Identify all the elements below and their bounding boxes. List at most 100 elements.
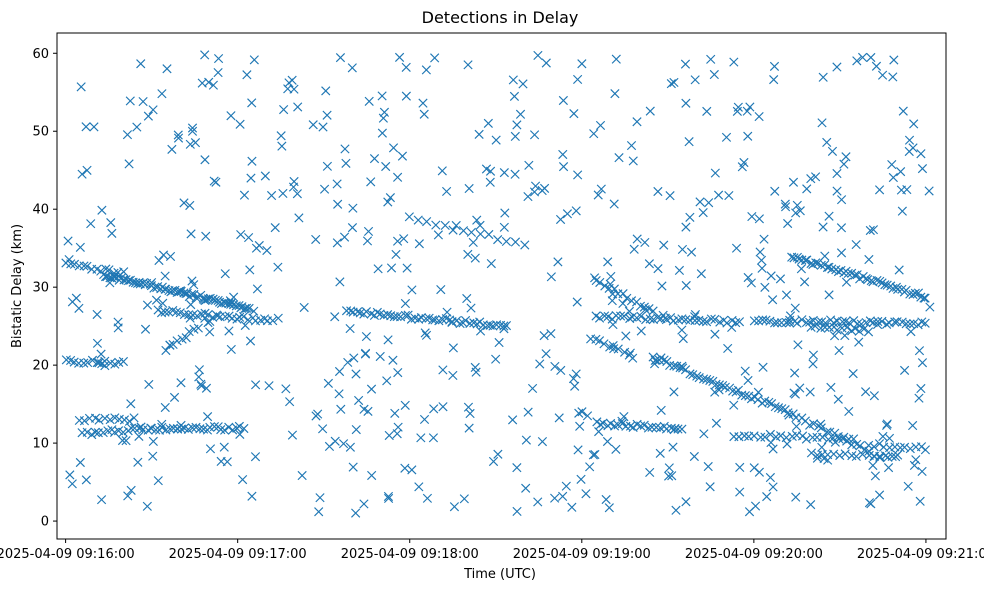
data-point bbox=[160, 402, 170, 413]
data-point bbox=[491, 354, 501, 364]
data-point bbox=[651, 355, 661, 365]
data-point bbox=[788, 409, 798, 419]
data-point bbox=[161, 345, 171, 356]
data-point bbox=[625, 313, 635, 324]
data-point bbox=[113, 323, 123, 333]
data-point bbox=[245, 265, 255, 275]
data-point bbox=[168, 423, 179, 433]
data-point bbox=[79, 358, 89, 368]
data-point bbox=[67, 297, 78, 307]
data-point bbox=[386, 263, 397, 273]
data-point bbox=[129, 413, 139, 423]
data-point bbox=[651, 422, 661, 432]
data-point bbox=[413, 215, 423, 225]
data-point bbox=[835, 450, 845, 461]
data-point bbox=[430, 53, 440, 63]
data-point bbox=[142, 278, 152, 289]
data-point bbox=[594, 313, 605, 323]
data-point bbox=[662, 356, 672, 367]
data-point bbox=[494, 337, 504, 348]
data-point bbox=[76, 82, 86, 92]
data-point bbox=[773, 403, 784, 413]
data-point bbox=[851, 239, 861, 250]
data-point bbox=[653, 186, 663, 197]
data-point bbox=[239, 190, 250, 200]
data-point bbox=[92, 338, 103, 348]
data-point bbox=[893, 284, 903, 294]
data-point bbox=[901, 319, 911, 329]
data-point bbox=[868, 460, 878, 471]
data-point bbox=[468, 237, 478, 248]
data-point bbox=[640, 304, 650, 315]
data-point bbox=[606, 271, 616, 282]
data-point bbox=[860, 387, 871, 397]
data-point bbox=[279, 104, 289, 115]
data-point bbox=[806, 500, 816, 510]
data-point bbox=[501, 236, 511, 247]
y-tick-label: 10 bbox=[32, 437, 49, 452]
data-point bbox=[908, 143, 918, 153]
data-point bbox=[509, 91, 520, 101]
data-point bbox=[850, 323, 860, 334]
data-point bbox=[205, 444, 216, 454]
data-point bbox=[394, 52, 405, 62]
data-point bbox=[882, 280, 892, 290]
data-point bbox=[383, 491, 394, 502]
data-point bbox=[570, 381, 580, 391]
data-point bbox=[347, 223, 358, 233]
data-point bbox=[920, 445, 931, 455]
data-point bbox=[873, 316, 883, 327]
data-point bbox=[546, 329, 556, 339]
data-point bbox=[647, 422, 657, 432]
data-point bbox=[903, 481, 913, 491]
data-point bbox=[625, 421, 636, 431]
data-point bbox=[373, 264, 383, 274]
data-point bbox=[571, 206, 581, 216]
data-point bbox=[793, 340, 803, 350]
data-point bbox=[448, 370, 458, 381]
data-point bbox=[852, 319, 863, 329]
data-point bbox=[859, 324, 869, 334]
data-point bbox=[518, 79, 528, 89]
data-point bbox=[571, 369, 581, 379]
data-point bbox=[705, 482, 715, 492]
data-point bbox=[756, 432, 766, 442]
data-point bbox=[870, 471, 881, 481]
data-point bbox=[250, 380, 261, 390]
data-point bbox=[186, 229, 196, 239]
data-point bbox=[437, 166, 447, 176]
data-point bbox=[130, 423, 140, 433]
data-point bbox=[744, 507, 755, 517]
data-point bbox=[287, 430, 298, 440]
data-point bbox=[890, 317, 900, 327]
data-point bbox=[601, 494, 611, 505]
data-point bbox=[400, 298, 411, 309]
data-point bbox=[917, 317, 927, 327]
data-point bbox=[792, 318, 802, 328]
data-point bbox=[869, 391, 879, 401]
data-point bbox=[569, 109, 579, 119]
data-point bbox=[148, 105, 158, 115]
data-point bbox=[392, 311, 402, 322]
data-point bbox=[572, 297, 582, 307]
data-point bbox=[173, 133, 184, 143]
data-point bbox=[754, 111, 764, 122]
data-point bbox=[246, 173, 256, 183]
data-point bbox=[780, 199, 790, 209]
data-point bbox=[690, 75, 700, 85]
data-point bbox=[176, 378, 186, 388]
data-point bbox=[832, 325, 842, 335]
data-point bbox=[96, 349, 106, 359]
data-point bbox=[626, 140, 637, 151]
data-point bbox=[433, 230, 443, 240]
y-axis-ticks: 0 10 20 30 40 50 60 bbox=[32, 47, 57, 530]
data-point bbox=[684, 137, 694, 147]
data-point bbox=[591, 334, 601, 344]
data-point bbox=[852, 270, 862, 280]
data-point bbox=[90, 427, 100, 437]
data-point bbox=[668, 442, 678, 452]
data-point bbox=[465, 318, 475, 328]
data-point bbox=[611, 310, 621, 321]
data-point bbox=[438, 365, 448, 375]
data-point bbox=[595, 120, 606, 131]
